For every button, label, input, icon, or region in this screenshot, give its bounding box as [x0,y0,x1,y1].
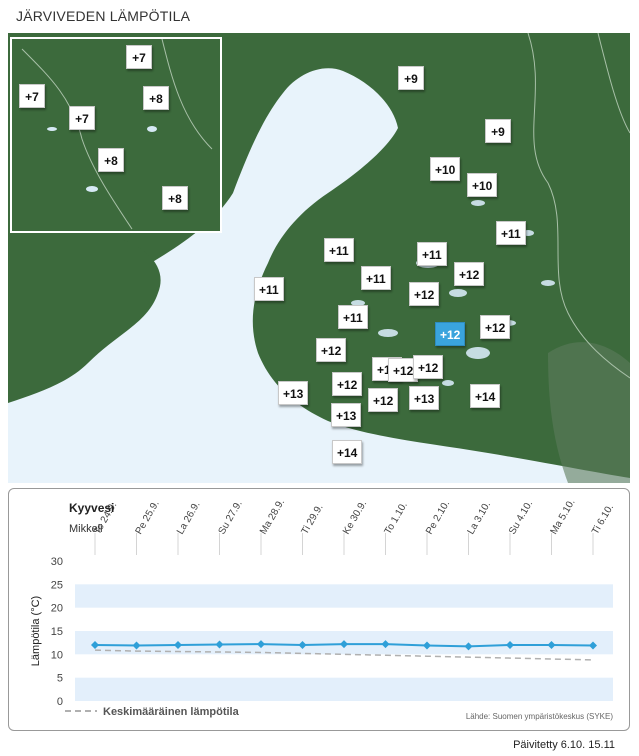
temperature-point [464,642,473,651]
lake-temperature-map[interactable]: +9 +9 +10 +10 +11 +11 +11 +11 +11 +11 +1… [8,33,630,483]
map-marker[interactable]: +13 [331,403,362,427]
map-marker[interactable]: +11 [254,277,284,301]
map-marker[interactable]: +11 [338,305,368,329]
x-tick-label: Ti 6.10. [590,502,616,536]
temperature-point [340,640,348,649]
station-place: Mikkeli [69,523,103,535]
map-marker[interactable]: +12 [413,355,444,379]
y-axis-label: Lämpötila (°C) [30,596,42,666]
map-marker[interactable]: +11 [417,242,447,266]
map-marker[interactable]: +12 [454,262,485,286]
temperature-point [174,641,182,649]
station-name: Kyyvesi [69,501,115,515]
map-marker[interactable]: +13 [409,386,440,410]
temperature-point [132,641,141,650]
map-marker[interactable]: +12 [409,282,440,306]
x-tick-label: Ma 5.10. [549,497,578,536]
grid-band [75,584,613,608]
y-tick-label: 20 [51,603,63,615]
y-tick-label: 10 [51,649,63,661]
map-marker[interactable]: +10 [430,157,461,181]
x-tick-label: Su 27.9. [217,499,245,537]
x-tick-label: La 26.9. [175,500,203,537]
inset-map-lapland[interactable] [10,37,222,233]
temperature-point [381,640,390,649]
updated-timestamp: Päivitetty 6.10. 15.11 [513,739,615,751]
map-marker[interactable]: +13 [278,381,309,405]
map-marker[interactable]: +12 [316,338,347,362]
x-tick-label: Ti 29.9. [300,502,326,536]
legend-label: Keskimääräinen lämpötila [103,706,240,718]
map-marker[interactable]: +14 [332,440,363,464]
x-tick-label: Ke 30.9. [341,499,369,537]
station-chart-panel: 0 5 10 15 20 25 30 Lämpötila (°C) To 24.9. Pe 25.… [8,488,630,731]
temperature-point [423,641,431,650]
map-marker[interactable]: +10 [467,173,498,197]
map-background [8,33,630,483]
map-marker[interactable]: +9 [398,66,424,90]
map-marker[interactable]: +11 [361,266,391,290]
temperature-point [589,641,597,650]
page-title: JÄRVIVEDEN LÄMPÖTILA [16,8,191,24]
inset-map-background [12,39,220,231]
inset-map-marker[interactable]: +7 [19,84,45,108]
y-tick-label: 25 [51,579,63,591]
map-marker[interactable]: +12 [368,388,399,412]
temperature-point [91,641,99,649]
inset-map-marker[interactable]: +7 [69,106,95,130]
map-marker[interactable]: +14 [470,384,501,408]
map-marker[interactable]: +9 [485,119,511,143]
temperature-point [506,641,514,649]
map-marker-selected[interactable]: +12 [435,322,466,346]
x-tick-label: Pe 25.9. [134,499,162,537]
inset-map-marker[interactable]: +8 [143,86,169,110]
grid-band [75,677,613,701]
map-marker[interactable]: +12 [332,372,363,396]
x-tick-label: La 3.10. [466,500,494,537]
y-tick-label: 5 [57,673,63,685]
inset-map-marker[interactable]: +8 [98,148,124,172]
x-tick-label: Su 4.10. [507,499,535,537]
temperature-point [257,640,265,649]
inset-map-marker[interactable]: +7 [126,45,152,69]
source-credit: Lähde: Suomen ympäristökeskus (SYKE) [466,712,614,721]
y-tick-label: 15 [51,626,63,638]
temperature-point [215,640,224,649]
map-marker[interactable]: +11 [496,221,526,245]
x-tick-label: Ma 28.9. [258,497,287,536]
average-temperature-line [94,649,594,661]
x-tick-label: To 1.10. [383,500,410,536]
y-tick-label: 0 [57,696,63,708]
x-tick-label: Pe 2.10. [424,499,452,537]
y-tick-label: 30 [51,556,63,568]
inset-map-marker[interactable]: +8 [162,186,188,210]
temperature-point [298,641,307,649]
map-marker[interactable]: +11 [324,238,354,262]
temperature-point [547,641,556,649]
map-marker[interactable]: +12 [480,315,511,339]
